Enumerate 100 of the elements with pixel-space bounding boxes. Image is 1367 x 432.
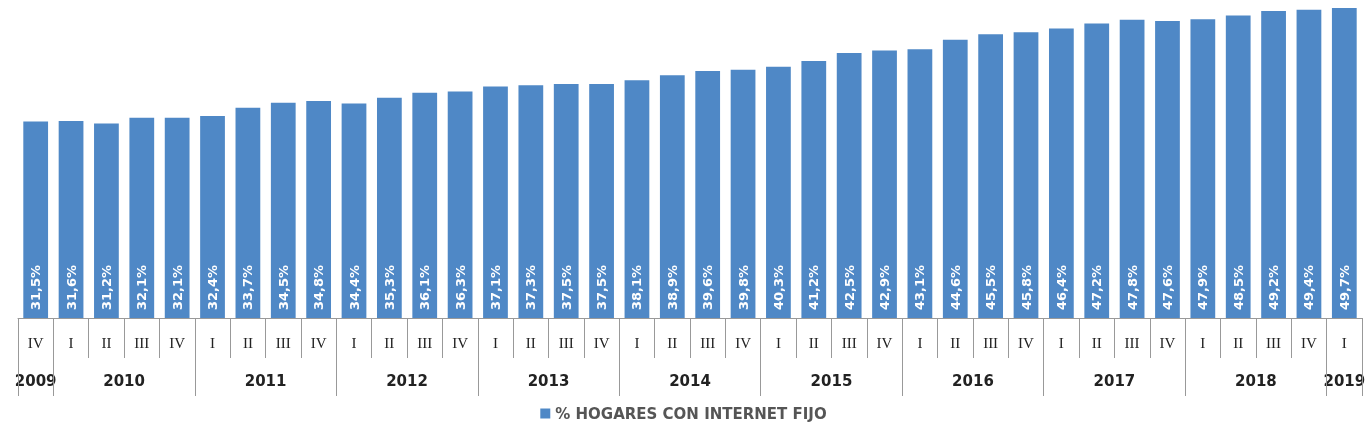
data-label: 44,6% [947, 264, 963, 310]
bar [1261, 11, 1286, 318]
data-label: 31,2% [98, 264, 114, 310]
x-tick-label: I [1058, 334, 1064, 351]
data-label: 40,3% [770, 264, 786, 310]
x-tick-label: IV [310, 334, 327, 351]
data-label: 49,7% [1336, 264, 1352, 310]
x-tick-label: III [275, 334, 291, 351]
x-tick-label: I [492, 334, 498, 351]
bar [1225, 15, 1251, 318]
bar [94, 123, 119, 318]
data-label: 37,3% [523, 264, 539, 310]
bar [1119, 19, 1145, 318]
text: 2014 [669, 372, 711, 390]
bar [376, 97, 402, 318]
x-tick-label: I [775, 334, 781, 351]
text: 2018 [1235, 372, 1277, 390]
x-tick-label: II [101, 334, 112, 351]
bar [341, 103, 367, 318]
bar [1331, 8, 1357, 318]
x-tick-label: II [384, 334, 395, 351]
x-tick-label: IV [452, 334, 469, 351]
data-label: 34,8% [311, 264, 327, 310]
text: 2013 [527, 372, 570, 390]
bar [1048, 28, 1074, 318]
data-label: 31,5% [28, 264, 44, 310]
bar [801, 61, 827, 318]
data-label: 43,1% [912, 264, 928, 310]
x-tick-label: IV [1159, 334, 1176, 351]
data-label: 32,1% [134, 264, 150, 310]
data-label: 42,5% [841, 264, 857, 310]
data-label: 41,2% [806, 264, 822, 310]
data-label: 32,1% [169, 264, 185, 310]
data-label: 42,9% [877, 264, 893, 310]
data-label: 49,2% [1266, 264, 1282, 310]
x-tick-label: III [558, 334, 574, 351]
data-label: 34,5% [275, 264, 291, 310]
bar [766, 66, 791, 318]
data-label: 35,3% [381, 264, 397, 310]
x-tick-label: IV [876, 334, 893, 351]
x-tick-label: IV [27, 334, 44, 351]
data-label: 31,6% [63, 264, 79, 310]
bar [1013, 32, 1039, 318]
data-label: 49,4% [1301, 264, 1317, 310]
bar [518, 85, 544, 318]
bar [978, 34, 1004, 318]
data-label: 47,9% [1195, 264, 1211, 310]
bar [270, 102, 296, 318]
bar [200, 115, 225, 318]
data-label: 45,8% [1018, 264, 1034, 310]
bar [447, 91, 473, 318]
data-label: 34,4% [346, 264, 362, 310]
x-tick-label: III [1124, 334, 1140, 351]
bar [1084, 23, 1110, 318]
bar [695, 71, 721, 318]
x-tick-label: III [417, 334, 433, 351]
data-label: 46,4% [1053, 264, 1069, 310]
data-label: 33,7% [240, 264, 256, 310]
x-tick-label: IV [593, 334, 610, 351]
bar [836, 52, 862, 318]
bar [907, 49, 933, 318]
text: 2012 [386, 372, 428, 390]
text: 2010 [103, 372, 145, 390]
bar [58, 120, 84, 318]
x-tick-label: IV [735, 334, 752, 351]
x-tick-label: I [1341, 334, 1347, 351]
data-label: 36,1% [417, 264, 433, 310]
bar [235, 107, 261, 318]
bar [1190, 19, 1216, 318]
bar [553, 84, 579, 318]
bar [1296, 9, 1322, 318]
data-label: 48,5% [1230, 264, 1246, 310]
x-tick-label: I [351, 334, 357, 351]
bar [1155, 21, 1180, 318]
legend-label: % HOGARES CON INTERNET FIJO [555, 404, 827, 423]
x-tick-label: III [700, 334, 716, 351]
data-label: 38,9% [664, 264, 680, 310]
x-tick-label: II [525, 334, 536, 351]
data-label: 37,5% [594, 264, 610, 310]
x-tick-label: II [1233, 334, 1244, 351]
bar [164, 117, 190, 318]
bar [942, 39, 968, 318]
data-label: 39,6% [700, 264, 716, 310]
data-label: 36,3% [452, 264, 468, 310]
bar [129, 117, 155, 318]
bar [589, 84, 614, 318]
data-label: 37,1% [487, 264, 503, 310]
data-label: 38,1% [629, 264, 645, 310]
x-tick-label: I [210, 334, 216, 351]
x-tick-label: IV [1301, 334, 1318, 351]
bar [624, 80, 650, 318]
text: 2017 [1093, 372, 1136, 390]
text: 2011 [244, 372, 287, 390]
bar [306, 100, 332, 318]
x-tick-label: III [841, 334, 857, 351]
data-label: 45,5% [983, 264, 999, 310]
x-tick-label: III [134, 334, 150, 351]
bar [412, 92, 438, 318]
x-tick-label: I [1200, 334, 1206, 351]
x-tick-label: III [983, 334, 999, 351]
